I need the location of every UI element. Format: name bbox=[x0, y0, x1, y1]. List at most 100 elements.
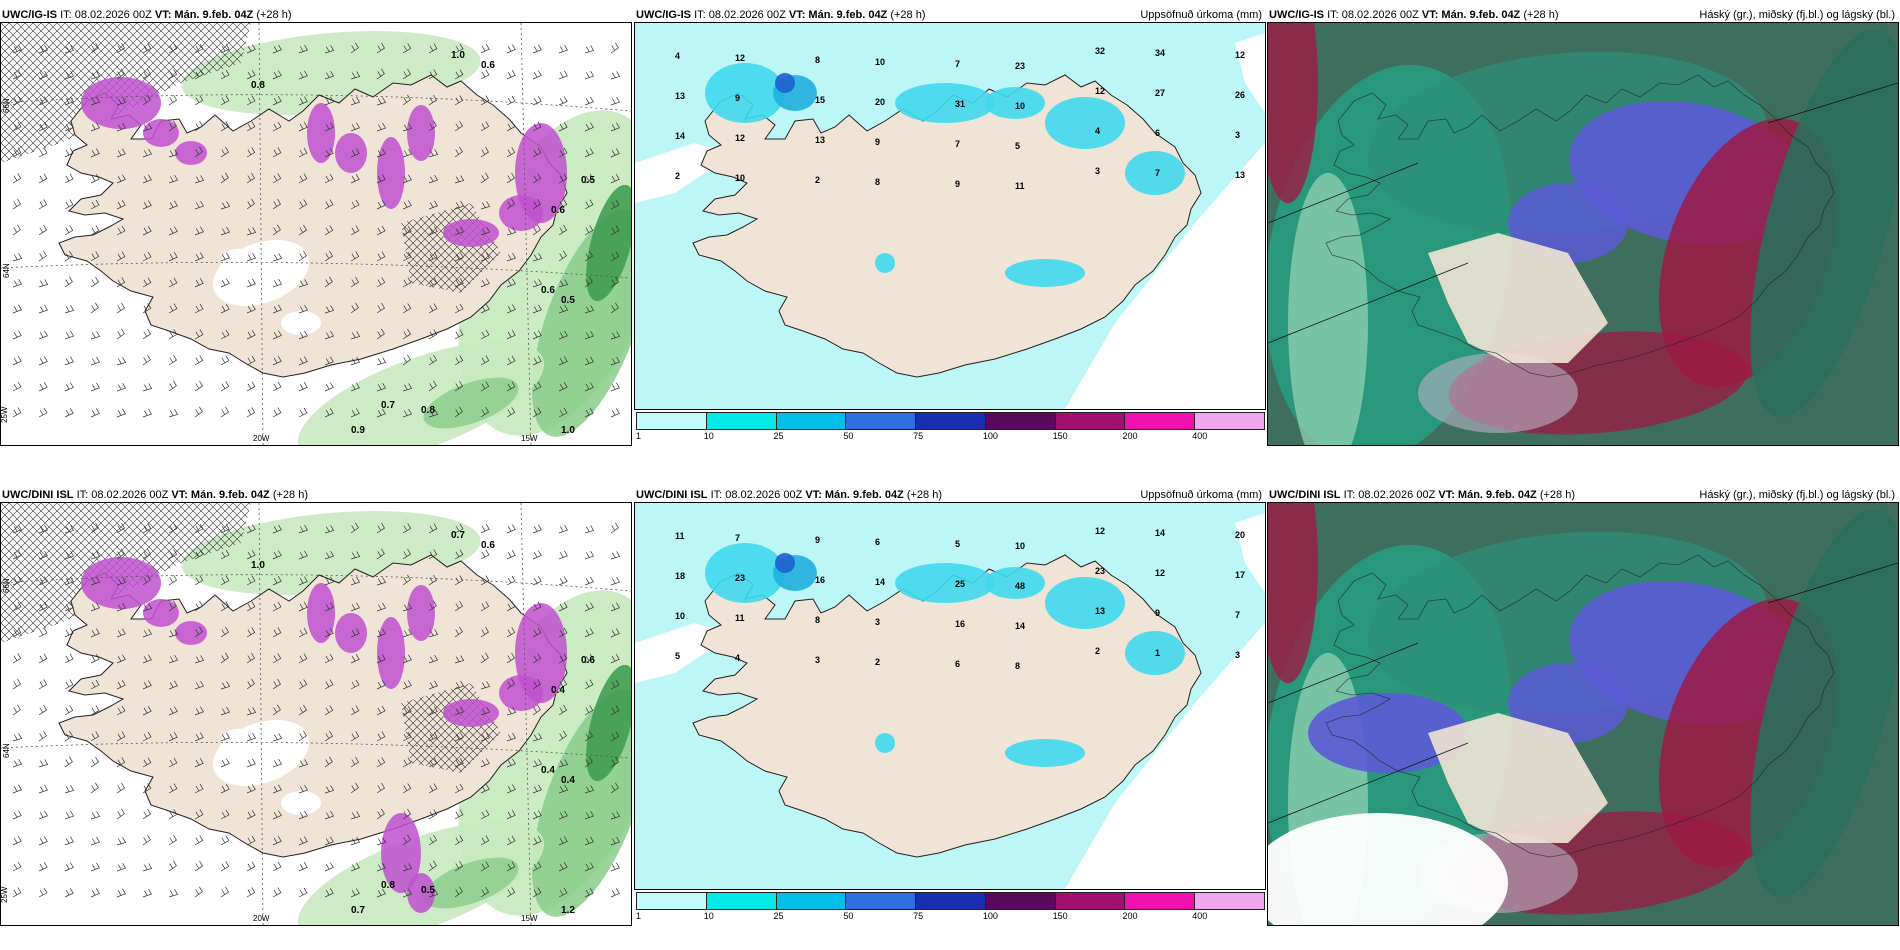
wind-barb bbox=[558, 224, 567, 236]
wind-barb bbox=[480, 69, 490, 80]
wind-barb bbox=[532, 330, 542, 340]
wind-barb bbox=[402, 277, 412, 288]
wind-map[interactable]: 1.0 0.6 0.7 0.4 0.4 0.5 0.7 0.8 1.2 0.4 0.6 20W 15W 6… bbox=[0, 502, 632, 926]
wind-barb bbox=[90, 836, 101, 846]
wind-barb bbox=[402, 680, 412, 690]
colorbar-tick-label: 400 bbox=[1192, 911, 1208, 921]
panel-title: Háský (gr.), miðský (fj.bl.) og lágský (… bbox=[1699, 489, 1895, 501]
wind-barb bbox=[428, 226, 438, 236]
precip-value-label: 3 bbox=[875, 617, 880, 627]
init-time: IT: 08.02.2026 00Z bbox=[710, 489, 803, 501]
wind-barb bbox=[116, 654, 126, 664]
wind-barb bbox=[38, 407, 48, 418]
wind-barb bbox=[350, 356, 361, 366]
wind-barb bbox=[64, 225, 74, 236]
wind-barb bbox=[142, 574, 151, 586]
no-precip-area bbox=[635, 143, 725, 203]
wind-barb bbox=[480, 835, 490, 846]
colorbar-tick-label: 100 bbox=[982, 911, 998, 921]
wind-barb bbox=[168, 69, 178, 80]
wind-barb bbox=[454, 655, 465, 664]
grid-label: 66N bbox=[2, 98, 11, 113]
precip-value-label: 34 bbox=[1155, 48, 1165, 58]
wind-barb bbox=[428, 277, 438, 288]
clear-area bbox=[1268, 813, 1508, 925]
wind-barb bbox=[532, 733, 543, 742]
latitude-line-66n bbox=[1, 94, 631, 112]
wind-map[interactable]: 0.8 0.6 1.0 0.5 0.6 0.8 0.9 0.7 1.0 0.6 0.5 20W 15W 6… bbox=[0, 22, 632, 446]
snow-area bbox=[377, 617, 405, 689]
lead-time: (+28 h) bbox=[906, 489, 943, 501]
wind-barb bbox=[116, 731, 126, 742]
wind-barb bbox=[168, 149, 179, 158]
wind-barb bbox=[324, 305, 335, 314]
wind-barb bbox=[142, 628, 153, 638]
wind-barb bbox=[584, 276, 593, 288]
wind-barb bbox=[12, 44, 22, 54]
precip-area bbox=[705, 63, 785, 123]
wind-barb bbox=[12, 784, 22, 794]
wind-barb bbox=[376, 200, 386, 210]
wind-barb bbox=[402, 94, 411, 106]
wind-barb bbox=[610, 302, 619, 314]
init-time: IT: 08.02.2026 00Z bbox=[60, 9, 152, 21]
wind-barb bbox=[116, 251, 126, 262]
valid-label: VT: bbox=[171, 489, 188, 501]
precip-value-label: 13 bbox=[675, 91, 685, 101]
precip-map[interactable]: 4 12 8 10 7 23 32 34 12 13 9 15 20 31 10 12 27 26 14 12 13 9 7… bbox=[634, 22, 1266, 410]
wind-barb bbox=[376, 837, 387, 846]
cloud-map[interactable] bbox=[1267, 22, 1899, 446]
wind-barb bbox=[532, 601, 542, 612]
wind-barb bbox=[506, 355, 516, 366]
wind-barb bbox=[38, 224, 47, 236]
wind-barb bbox=[480, 549, 490, 560]
precip-area bbox=[1005, 259, 1085, 287]
colorbar-tick-label: 200 bbox=[1122, 431, 1138, 441]
wind-barb bbox=[610, 148, 620, 158]
wind-barb bbox=[454, 886, 463, 898]
wind-barb bbox=[350, 276, 359, 288]
wind-barb bbox=[584, 45, 595, 54]
precip-value-label: 12 bbox=[1095, 526, 1105, 536]
wind-barb bbox=[506, 678, 515, 690]
wind-barb bbox=[506, 227, 517, 236]
wind-barb bbox=[246, 355, 256, 366]
wind-barb bbox=[402, 303, 412, 314]
wind-barb bbox=[246, 732, 257, 742]
wind-barb bbox=[584, 785, 595, 794]
precip-value-label: 32 bbox=[1095, 46, 1105, 56]
wind-barb bbox=[428, 680, 438, 690]
precip-value-label: 1 bbox=[1155, 648, 1160, 658]
precip-value-label: 10 bbox=[1015, 101, 1025, 111]
precip-map[interactable]: 11 7 9 6 5 10 12 14 20 18 23 16 14 25 48 23 12 17 10 11 8 3 16… bbox=[634, 502, 1266, 890]
wind-barb bbox=[402, 328, 411, 340]
mid-cloud-area bbox=[1508, 663, 1628, 743]
wind-barb bbox=[428, 549, 438, 560]
contour-label: 1.2 bbox=[561, 905, 575, 916]
contour-label: 0.5 bbox=[581, 175, 595, 186]
precip-area bbox=[895, 83, 995, 123]
wind-barb bbox=[298, 759, 309, 768]
wind-barb bbox=[610, 731, 620, 742]
wind-barb bbox=[246, 330, 256, 340]
wind-barb bbox=[90, 356, 101, 366]
precip-colorbar: 1 10 25 50 75 100 150 200 400 bbox=[636, 412, 1265, 444]
wind-barb bbox=[298, 199, 308, 210]
wind-barb bbox=[168, 600, 177, 612]
cloud-map[interactable] bbox=[1267, 502, 1899, 926]
wind-barb bbox=[272, 627, 282, 638]
wind-barb bbox=[116, 174, 126, 184]
wind-barb bbox=[610, 522, 619, 534]
wind-barb bbox=[402, 174, 412, 184]
valid-time: Mán. 9.feb. 04Z bbox=[174, 9, 254, 21]
wind-barb bbox=[220, 226, 231, 236]
wind-barb bbox=[12, 147, 22, 158]
panel-header: UWC/IG-IS IT: 08.02.2026 00Z VT: Mán. 9.… bbox=[0, 6, 632, 24]
wind-barb bbox=[298, 836, 308, 846]
wind-barb bbox=[168, 629, 179, 638]
wind-barb bbox=[376, 522, 385, 534]
wind-barb bbox=[402, 148, 413, 158]
colorbar-swatch bbox=[984, 892, 1056, 910]
wind-barb bbox=[428, 94, 437, 106]
wind-barb bbox=[246, 121, 256, 132]
